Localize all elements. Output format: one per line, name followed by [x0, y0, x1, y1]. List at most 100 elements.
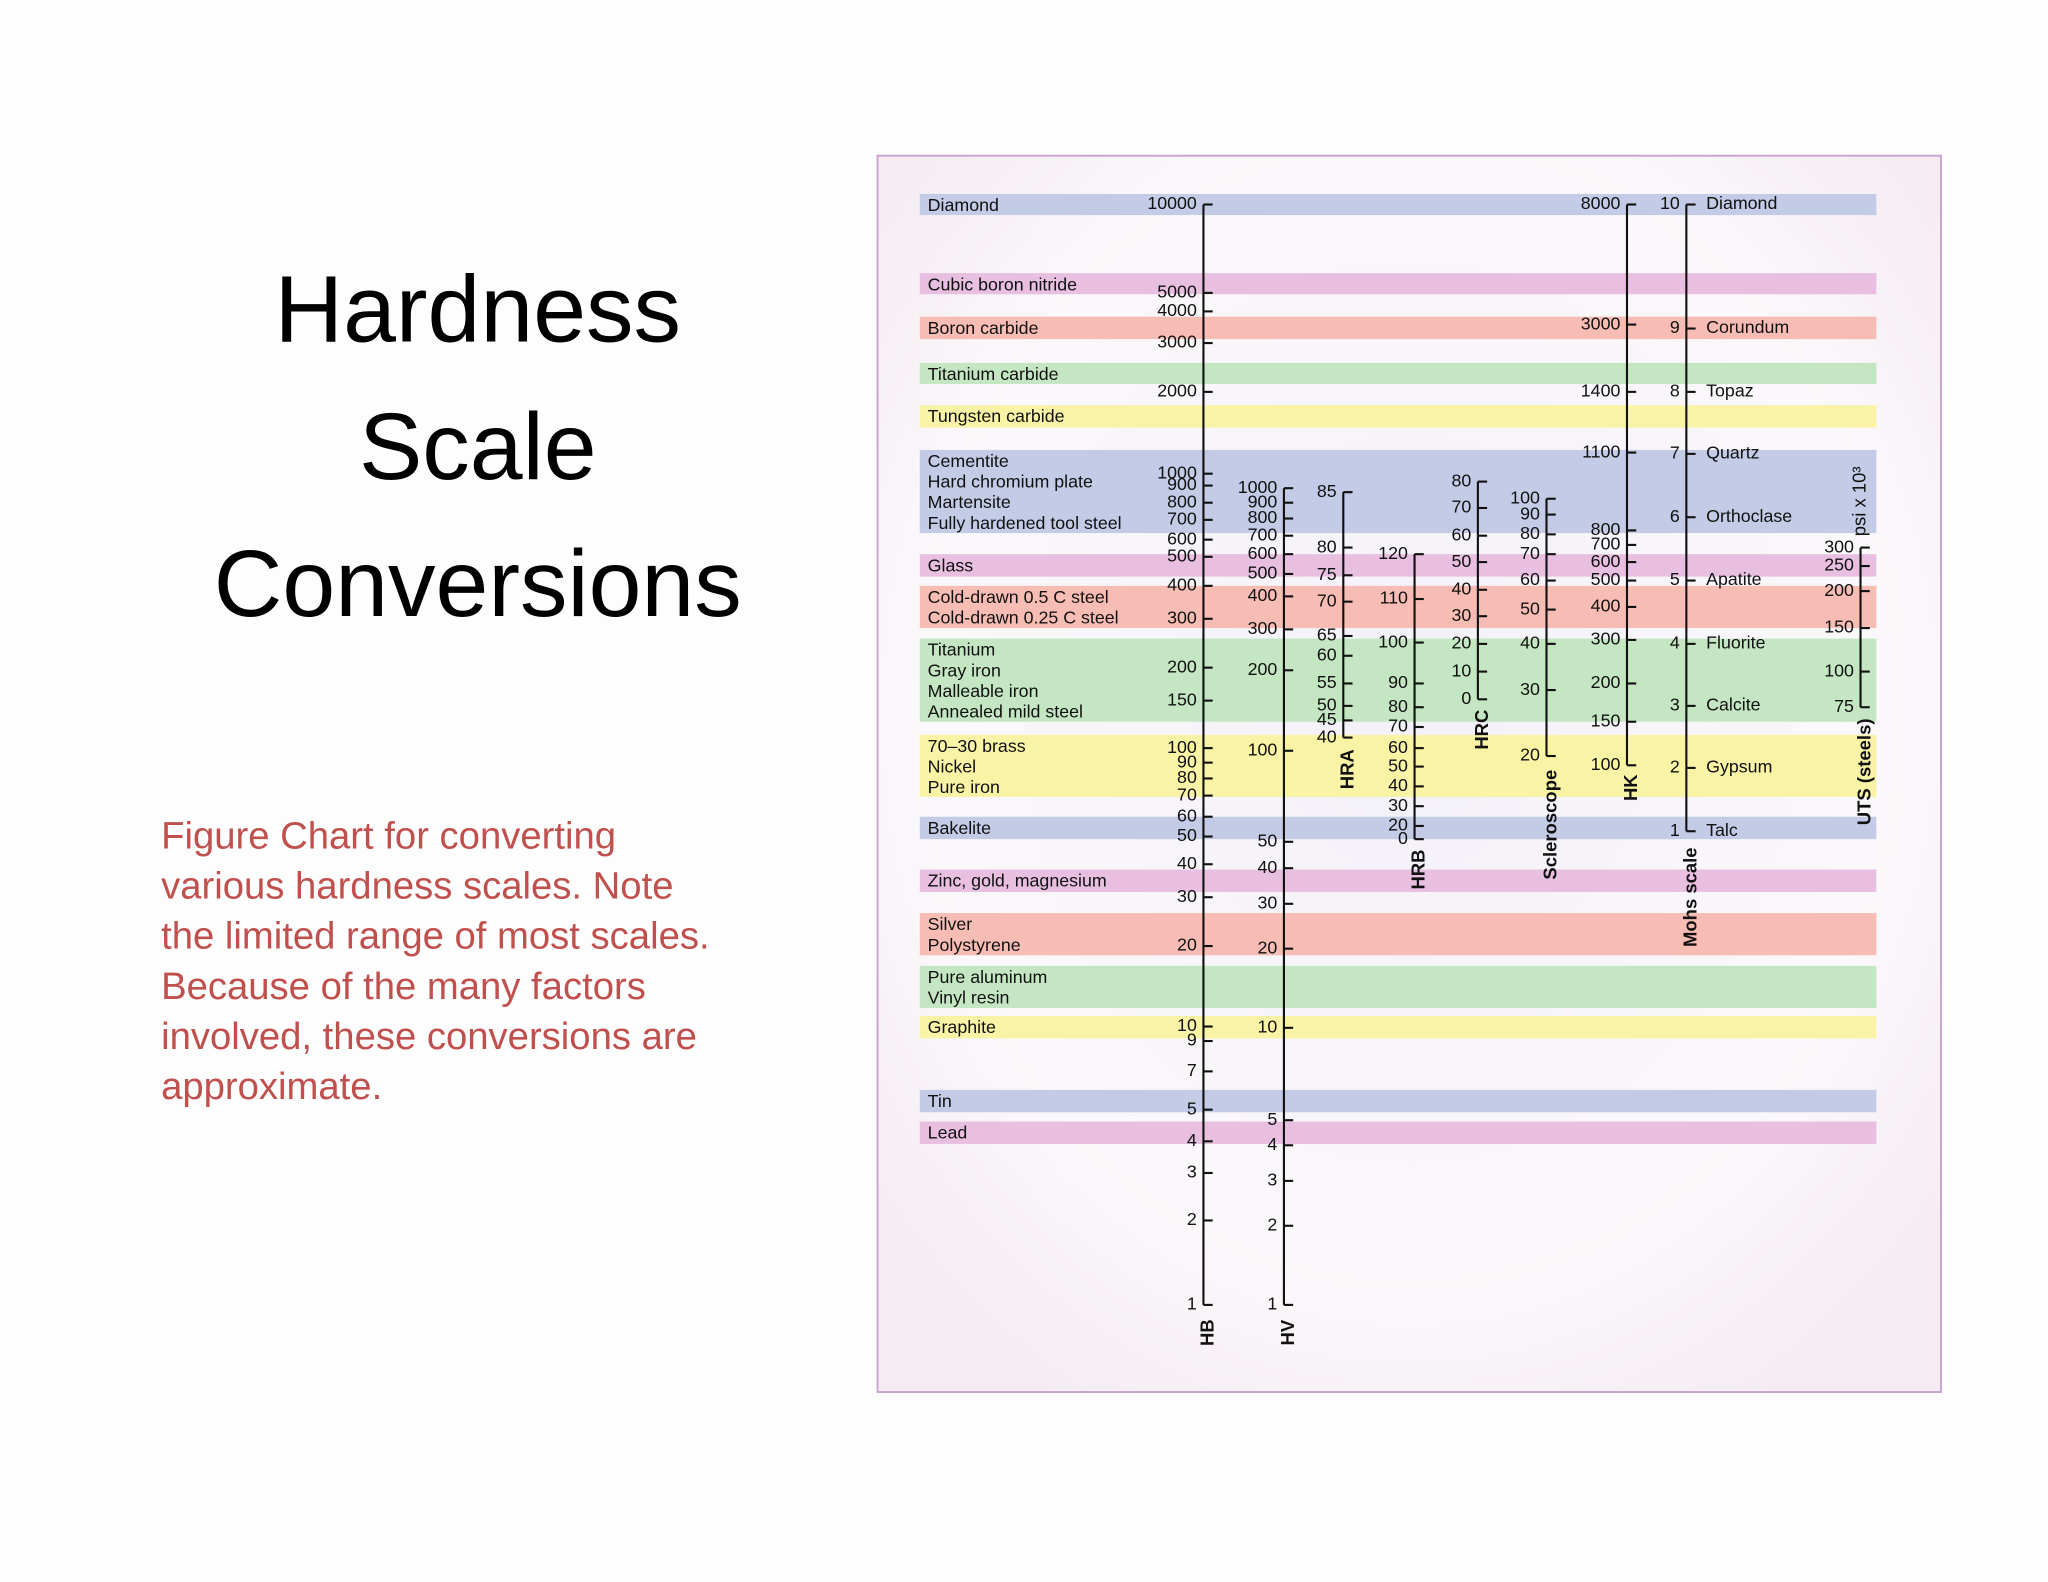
tick-label: 30: [1258, 893, 1278, 913]
material-label: Martensite: [928, 492, 1011, 512]
tick-label: 200: [1167, 656, 1197, 676]
tick-label: 80: [1317, 536, 1337, 556]
tick-label: 90: [1388, 672, 1408, 692]
tick-label: 85: [1317, 481, 1337, 501]
tick-label: 30: [1388, 795, 1408, 815]
tick-label: 70: [1317, 590, 1337, 610]
tick-label: 20: [1388, 815, 1408, 835]
tick-label: 80: [1520, 523, 1540, 543]
tick-label: 3000: [1581, 313, 1621, 333]
caption-line: approximate.: [161, 1065, 382, 1108]
tick-label: 2: [1670, 757, 1680, 777]
tick-label: 400: [1591, 596, 1621, 616]
tick-label: 300: [1591, 629, 1621, 649]
material-band: [919, 362, 1877, 384]
mineral-label: Orthoclase: [1706, 506, 1792, 526]
tick-label: 50: [1520, 598, 1540, 618]
tick-label: 800: [1591, 519, 1621, 539]
material-band: [919, 1015, 1877, 1039]
tick-label: 150: [1824, 617, 1854, 637]
material-band: [919, 1089, 1877, 1113]
mineral-label: Apatite: [1706, 569, 1762, 589]
tick-label: 600: [1591, 551, 1621, 571]
caption: Figure Chart for converting various hardn…: [161, 814, 709, 1108]
tick-label: 4000: [1157, 300, 1197, 320]
material-band: [919, 449, 1877, 534]
scale-name: Mohs scale: [1680, 847, 1701, 947]
material-label: Fully hardened tool steel: [928, 513, 1122, 533]
material-band: [919, 965, 1877, 1009]
tick-label: 75: [1317, 564, 1337, 584]
tick-label: 40: [1317, 726, 1337, 746]
material-label: Annealed mild steel: [928, 702, 1083, 722]
scale-name: HK: [1620, 774, 1641, 801]
material-label: Cold-drawn 0.5 C steel: [928, 587, 1109, 607]
scale-name: HRC: [1471, 710, 1492, 750]
material-label: Hard chromium plate: [928, 472, 1093, 492]
tick-label: 90: [1177, 751, 1197, 771]
title: Hardness Scale Conversions: [214, 257, 742, 637]
tick-label: 30: [1451, 605, 1471, 625]
tick-label: 900: [1248, 491, 1278, 511]
tick-label: 50: [1177, 825, 1197, 845]
material-label: Zinc, gold, magnesium: [928, 871, 1107, 891]
tick-label: 20: [1177, 935, 1197, 955]
tick-label: 0: [1461, 688, 1471, 708]
mineral-label: Corundum: [1706, 317, 1789, 337]
tick-label: 500: [1167, 546, 1197, 566]
scale-unit: psi x 10³: [1848, 466, 1869, 536]
tick-label: 55: [1317, 672, 1337, 692]
tick-label: 20: [1520, 745, 1540, 765]
material-label: Titanium: [928, 640, 996, 660]
tick-label: 300: [1248, 618, 1278, 638]
caption-line: Because of the many factors: [161, 965, 646, 1008]
tick-label: 800: [1167, 491, 1197, 511]
tick-label: 80: [1177, 767, 1197, 787]
material-label: Lead: [928, 1123, 968, 1143]
material-label: Pure iron: [928, 777, 1000, 797]
material-label: 70–30 brass: [928, 736, 1026, 756]
material-label: Glass: [928, 555, 974, 575]
tick-label: 2000: [1157, 381, 1197, 401]
tick-label: 4: [1187, 1130, 1197, 1150]
tick-label: 20: [1451, 633, 1471, 653]
tick-label: 70: [1451, 497, 1471, 517]
material-label: Nickel: [928, 757, 976, 777]
tick-label: 8000: [1581, 193, 1621, 213]
material-band: [919, 554, 1877, 577]
material-label: Bakelite: [928, 818, 991, 838]
tick-label: 0: [1398, 828, 1408, 848]
scale-name: HRA: [1336, 749, 1357, 789]
tick-label: 400: [1167, 575, 1197, 595]
material-band: [919, 273, 1877, 295]
material-label: Malleable iron: [928, 681, 1039, 701]
caption-line: involved, these conversions are: [161, 1015, 697, 1058]
material-label: Diamond: [928, 195, 999, 215]
material-label: Boron carbide: [928, 318, 1039, 338]
tick-label: 40: [1258, 857, 1278, 877]
tick-label: 60: [1451, 524, 1471, 544]
mineral-label: Gypsum: [1706, 757, 1772, 777]
tick-label: 8: [1670, 381, 1680, 401]
material-label: Cold-drawn 0.25 C steel: [928, 608, 1119, 628]
tick-label: 900: [1167, 474, 1197, 494]
tick-label: 40: [1388, 775, 1408, 795]
tick-label: 200: [1824, 580, 1854, 600]
tick-label: 5: [1187, 1098, 1197, 1118]
material-band: [919, 816, 1877, 840]
tick-label: 40: [1177, 853, 1197, 873]
tick-label: 100: [1824, 660, 1854, 680]
tick-label: 5: [1267, 1109, 1277, 1129]
material-band: [919, 585, 1877, 629]
material-label: Gray iron: [928, 660, 1001, 680]
tick-label: 3: [1267, 1170, 1277, 1190]
tick-label: 120: [1378, 543, 1408, 563]
tick-label: 500: [1248, 563, 1278, 583]
tick-label: 5: [1670, 569, 1680, 589]
tick-label: 100: [1167, 737, 1197, 757]
